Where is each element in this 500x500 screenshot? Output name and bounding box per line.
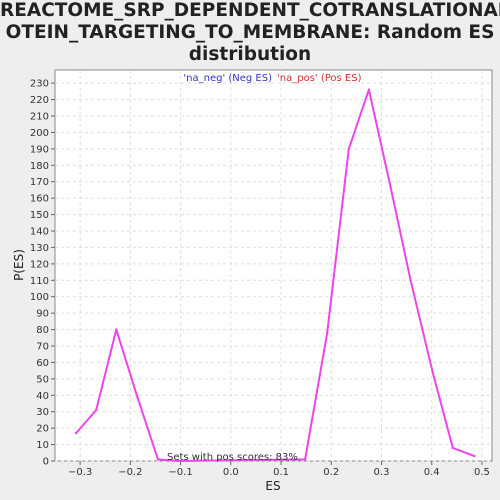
data-point xyxy=(473,454,476,458)
data-point xyxy=(303,458,307,461)
y-tick-label: 120 xyxy=(30,259,49,270)
data-point xyxy=(74,431,78,435)
y-axis-label: P(ES) xyxy=(12,249,26,281)
y-tick-label: 60 xyxy=(36,358,49,369)
y-tick-label: 170 xyxy=(30,177,49,188)
data-point xyxy=(367,88,371,91)
data-point xyxy=(115,328,118,331)
y-tick-label: 40 xyxy=(36,391,49,402)
data-point xyxy=(326,331,329,335)
y-tick-label: 180 xyxy=(30,161,49,172)
y-tick-label: 130 xyxy=(30,243,49,254)
y-tick-label: 80 xyxy=(36,325,49,336)
series xyxy=(74,88,476,463)
data-point xyxy=(389,185,392,188)
data-point xyxy=(176,459,180,463)
y-tick-label: 30 xyxy=(36,407,49,418)
y-tick-label: 100 xyxy=(30,292,49,303)
chart-title-line-3: distribution xyxy=(188,44,312,65)
x-tick-label: 0.2 xyxy=(323,467,339,478)
chart-title-line-2: OTEIN_TARGETING_TO_MEMBRANE: Random ES xyxy=(5,22,495,43)
x-tick-label: 0.1 xyxy=(273,467,289,478)
data-point xyxy=(409,279,412,282)
y-tick-label: 50 xyxy=(36,374,49,385)
y-tick-label: 190 xyxy=(30,144,49,155)
x-tick-label: −0.3 xyxy=(68,467,92,478)
plot-area xyxy=(54,69,493,462)
x-tick-label: −0.2 xyxy=(118,467,142,478)
y-tick-label: 90 xyxy=(36,309,49,320)
y-tick-label: 10 xyxy=(36,440,49,451)
y-tick-label: 210 xyxy=(30,112,49,123)
legend-entry-neg: 'na_neg' (Neg ES) xyxy=(183,73,272,84)
y-tick-label: 200 xyxy=(30,128,49,139)
y-tick-label: 70 xyxy=(36,342,49,353)
y-tick-label: 160 xyxy=(30,194,49,205)
data-point xyxy=(94,408,98,412)
legend-entry-pos: 'na_pos' (Pos ES) xyxy=(277,73,362,84)
chart-title: REACTOME_SRP_DEPENDENT_COTRANSLATIONAL_P… xyxy=(0,0,500,66)
data-point xyxy=(451,446,455,450)
y-tick-label: 230 xyxy=(30,79,49,90)
x-tick-label: 0.3 xyxy=(374,467,390,478)
x-tick-label: 0.5 xyxy=(474,467,490,478)
axes: 0 10 20 30 40 50 60 70 80 90 100 110 120 130 140 150 160… xyxy=(30,79,490,478)
y-tick-label: 0 xyxy=(43,457,49,468)
data-point xyxy=(136,397,140,400)
y-tick-label: 220 xyxy=(30,95,49,106)
data-point xyxy=(347,147,351,151)
y-tick-label: 150 xyxy=(30,210,49,221)
x-tick-label: 0.4 xyxy=(424,467,440,478)
y-tick-label: 140 xyxy=(30,227,49,238)
x-axis-label: ES xyxy=(265,479,280,493)
data-point xyxy=(156,458,160,461)
data-point xyxy=(431,371,434,374)
annotation-pos-scores: Sets with pos scores: 83% xyxy=(167,452,298,463)
x-tick-label: −0.1 xyxy=(168,467,192,478)
y-tick-label: 20 xyxy=(36,424,49,435)
x-tick-label: 0.0 xyxy=(223,467,239,478)
grid xyxy=(55,70,492,462)
y-tick-label: 110 xyxy=(30,276,49,287)
chart-title-line-1: REACTOME_SRP_DEPENDENT_COTRANSLATIONAL_P… xyxy=(0,0,500,21)
